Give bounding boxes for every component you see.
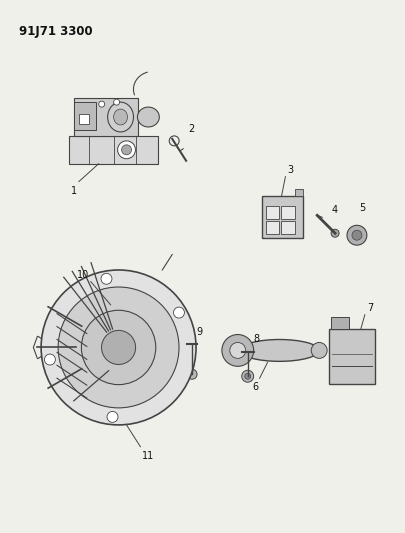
Bar (281, 221, 294, 234)
Ellipse shape (346, 225, 366, 245)
Ellipse shape (113, 109, 127, 125)
Circle shape (221, 335, 253, 366)
Ellipse shape (239, 340, 318, 361)
Bar (74, 98, 138, 136)
Text: 3: 3 (287, 165, 293, 175)
Text: 2: 2 (188, 124, 194, 134)
Bar (74, 102, 96, 130)
Circle shape (241, 370, 253, 382)
Circle shape (173, 307, 184, 318)
Circle shape (244, 373, 250, 379)
Bar (328, 328, 374, 384)
Ellipse shape (107, 102, 133, 132)
Bar (330, 317, 348, 328)
Text: 11: 11 (142, 451, 154, 461)
Text: 4: 4 (330, 205, 337, 215)
Circle shape (101, 330, 135, 365)
Text: 1: 1 (70, 185, 77, 196)
Circle shape (45, 354, 55, 365)
Bar (265, 221, 279, 234)
Circle shape (330, 229, 338, 237)
Bar (281, 206, 294, 219)
Bar (261, 197, 303, 238)
Text: 7: 7 (366, 303, 372, 313)
Bar (69, 136, 158, 164)
Circle shape (169, 136, 179, 146)
Circle shape (98, 101, 104, 107)
Text: 9: 9 (196, 327, 202, 336)
Bar (265, 206, 279, 219)
Ellipse shape (351, 230, 361, 240)
Circle shape (311, 343, 326, 358)
Text: 6: 6 (252, 382, 258, 392)
Text: 10: 10 (77, 270, 89, 280)
Circle shape (187, 369, 196, 379)
Circle shape (117, 141, 135, 159)
Bar (79, 114, 89, 124)
Circle shape (41, 270, 196, 425)
Circle shape (121, 145, 131, 155)
Text: 8: 8 (253, 335, 259, 344)
Text: 5: 5 (358, 204, 364, 213)
Bar (294, 189, 303, 197)
Circle shape (113, 99, 119, 105)
Circle shape (107, 411, 118, 422)
Ellipse shape (137, 107, 159, 127)
Circle shape (229, 343, 245, 358)
Circle shape (58, 287, 179, 408)
Circle shape (81, 310, 156, 385)
Circle shape (101, 273, 112, 284)
Text: 91J71 3300: 91J71 3300 (19, 25, 93, 38)
